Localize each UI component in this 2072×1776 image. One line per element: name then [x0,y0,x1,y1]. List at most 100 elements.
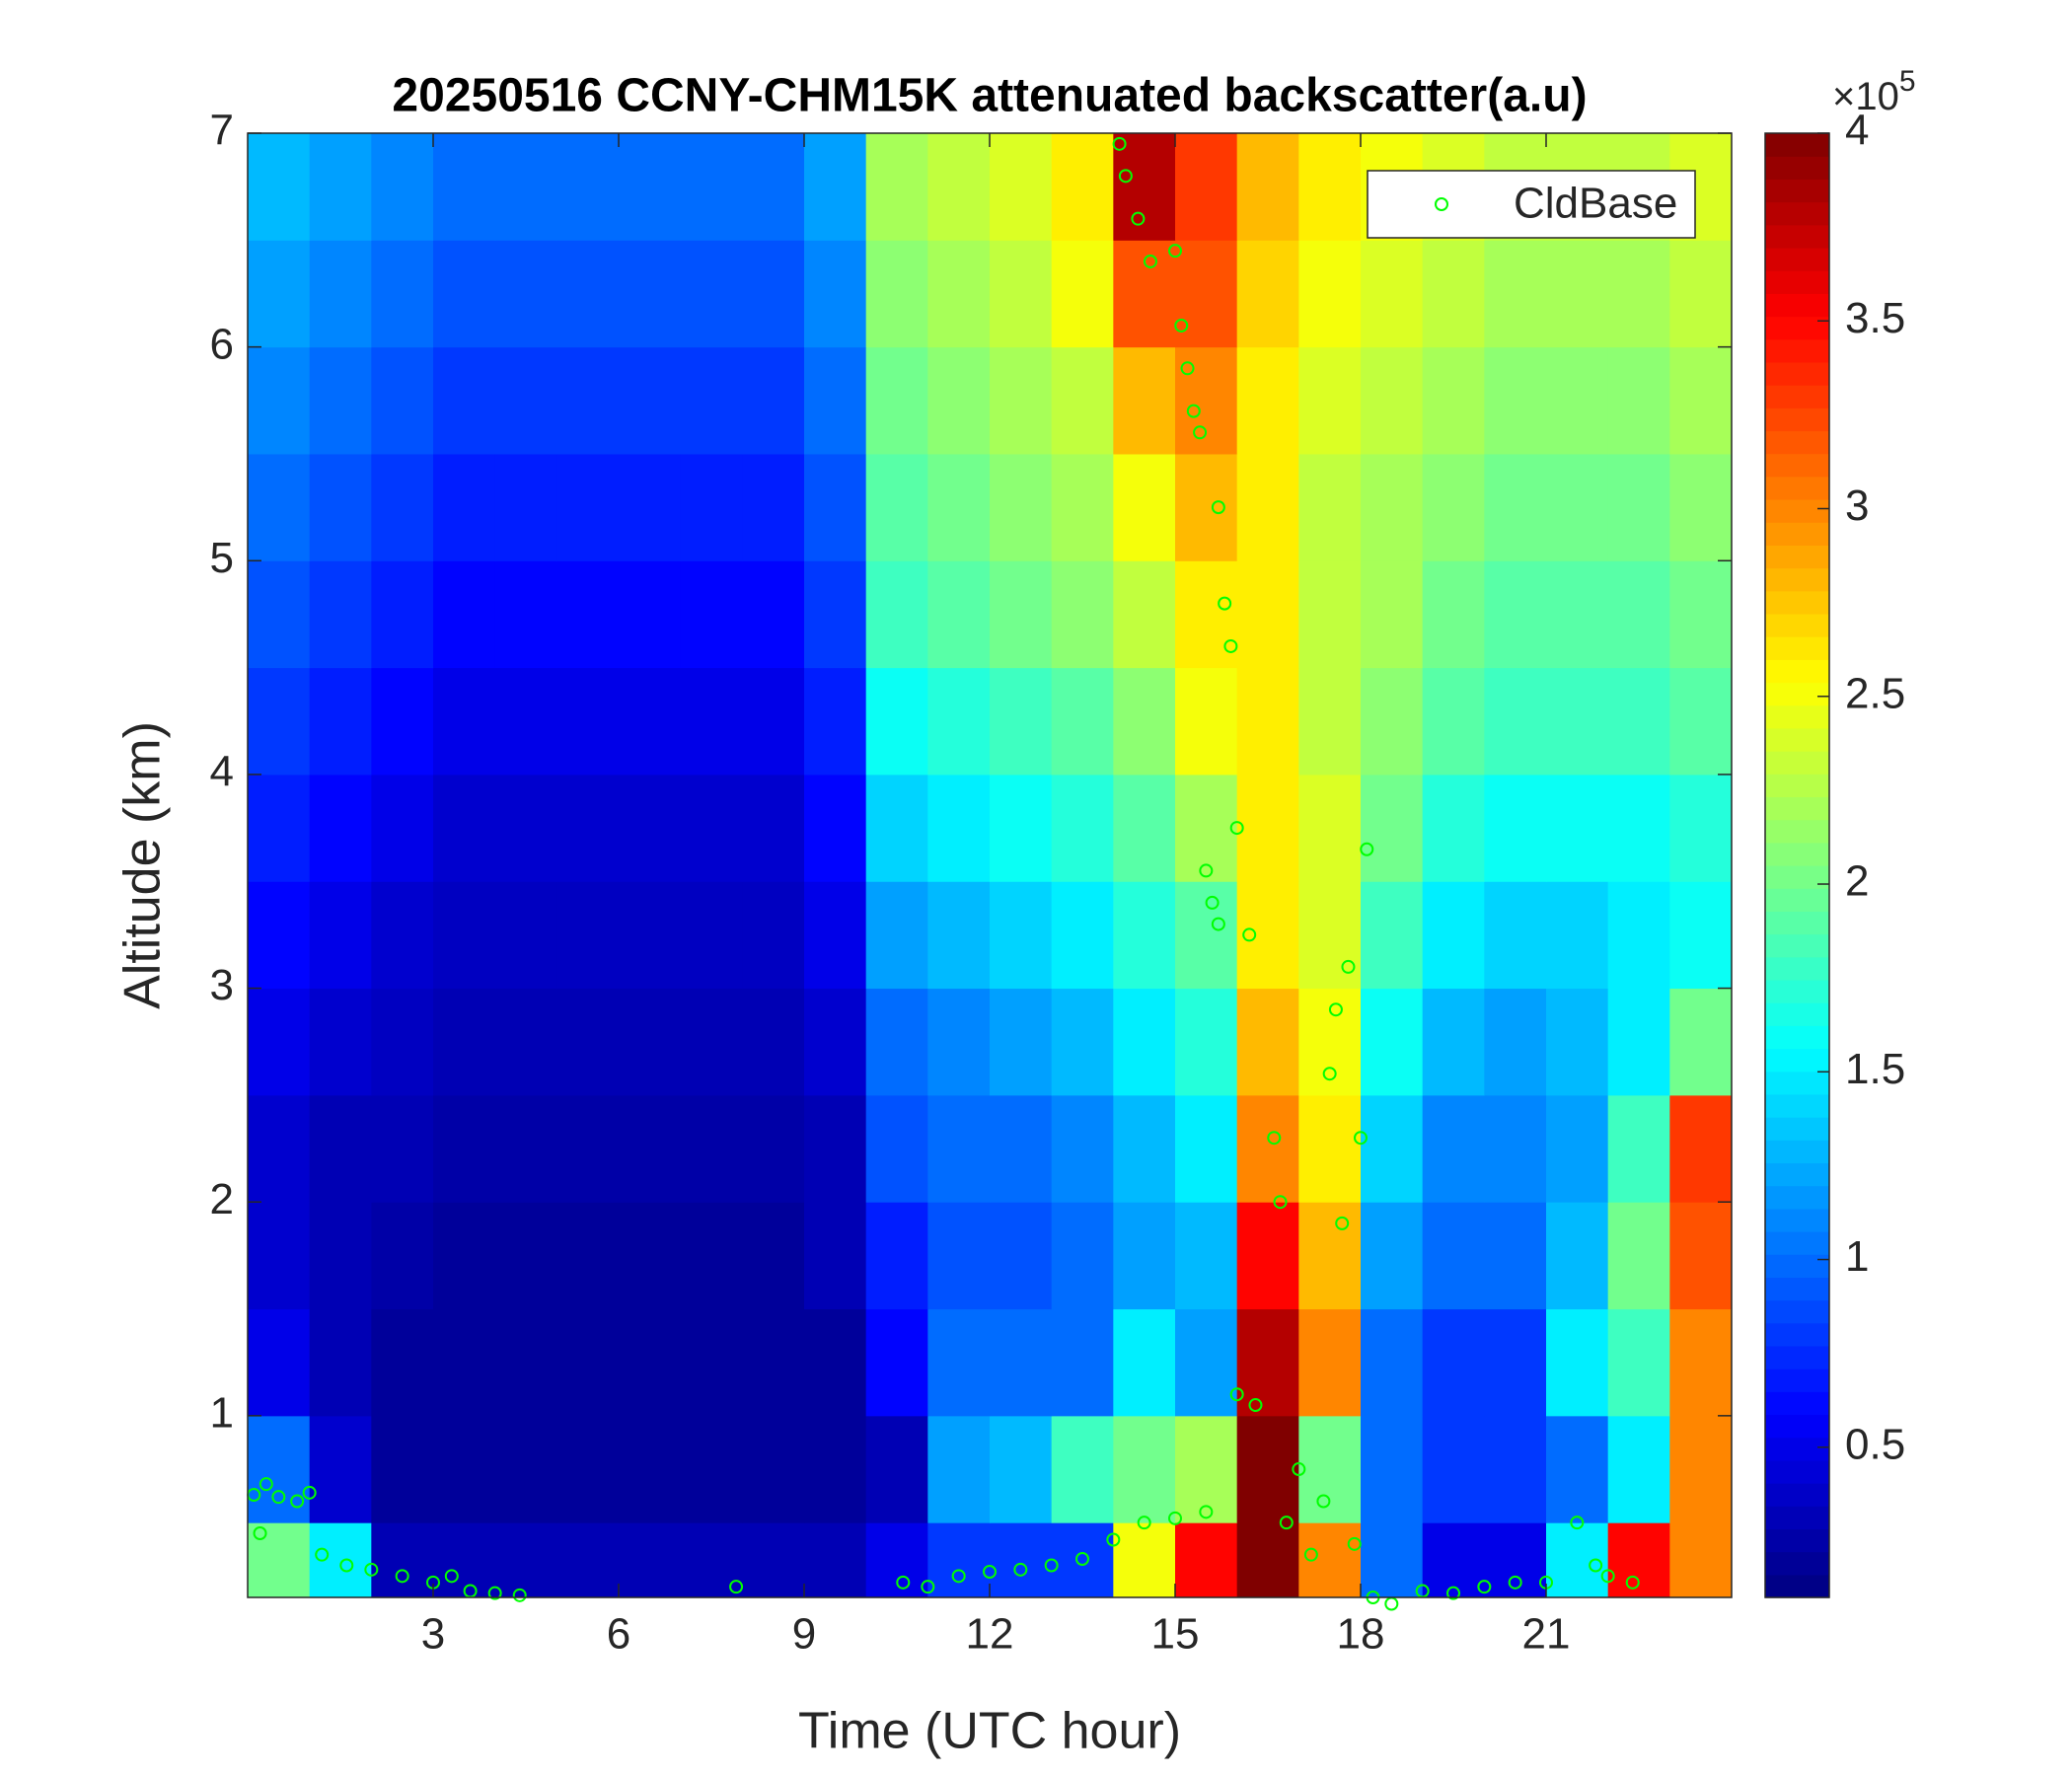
heatmap-cell [248,560,311,669]
heatmap-cell [1669,1094,1733,1203]
heatmap-cell [1051,1522,1114,1598]
cloud-base-point [315,1547,330,1562]
heatmap-cell [1669,881,1733,990]
heatmap-cell [680,346,743,455]
heatmap-cell [1484,240,1547,348]
cloud-base-point [896,1575,911,1590]
heatmap-cell [1422,667,1485,776]
heatmap-cell [680,1094,743,1203]
colorbar-swatch [1765,1002,1829,1026]
cloud-base-point [364,1562,379,1577]
heatmap-cell [1361,453,1424,561]
heatmap-cell [1607,988,1670,1096]
colorbar-swatch [1765,1140,1829,1164]
colorbar-swatch [1765,1459,1829,1484]
multiplier-base: ×10 [1832,75,1899,118]
heatmap-cell [309,453,372,561]
heatmap-cell [371,774,434,882]
y-tick-label: 1 [210,1388,234,1437]
heatmap-cell [680,881,743,990]
heatmap-cell [1607,1202,1670,1310]
heatmap-cell [927,1308,991,1417]
heatmap-cell [804,1522,867,1598]
heatmap-cell [619,560,682,669]
heatmap-cell [1546,453,1609,561]
heatmap-cell [927,560,991,669]
heatmap-cell [433,881,496,990]
heatmap-cell [990,346,1053,455]
heatmap-cell [556,774,620,882]
heatmap-cell [494,560,557,669]
cloud-base-point [1242,927,1257,942]
colorbar-swatch [1765,956,1829,981]
heatmap-cell [556,346,620,455]
heatmap-cell [1361,346,1424,455]
heatmap-cell [494,881,557,990]
heatmap-cell [371,881,434,990]
cloud-base-point [1168,1511,1182,1525]
cloud-base-point [1322,1067,1337,1081]
heatmap-cell [1298,881,1362,990]
heatmap-cell [804,881,867,990]
colorbar-swatch [1765,1345,1829,1369]
heatmap-cell [1607,453,1670,561]
heatmap-cell [1175,1522,1238,1598]
heatmap-cell [804,240,867,348]
heatmap-cell [433,133,496,241]
heatmap-cell [1607,774,1670,882]
heatmap-cell [990,1308,1053,1417]
y-tick-label: 5 [210,534,234,582]
heatmap-cell [865,346,928,455]
cloud-base-point [983,1565,997,1580]
heatmap-cell [1051,1415,1114,1523]
colorbar-swatch [1765,1208,1829,1232]
cloud-base-point [339,1558,354,1573]
heatmap-cell [1113,1308,1176,1417]
cloud-base-point [1446,1586,1460,1600]
heatmap-cell [371,1522,434,1598]
heatmap-cell [1607,346,1670,455]
colorbar-swatch [1765,293,1829,318]
heatmap-cell [1051,881,1114,990]
heatmap-cell [619,1522,682,1598]
colorbar-swatch [1765,201,1829,226]
heatmap-cell [1113,240,1176,348]
cloud-base-point [1570,1516,1585,1530]
heatmap-cell [1484,560,1547,669]
heatmap-cell [1051,1202,1114,1310]
colorbar-swatch [1765,476,1829,500]
cloud-base-point [1328,1002,1343,1017]
colorbar-swatch [1765,1277,1829,1301]
colorbar-swatch [1765,1048,1829,1073]
heatmap-cell [865,774,928,882]
heatmap-cell [865,1094,928,1203]
heatmap-cell [1113,667,1176,776]
heatmap-cell [1607,1522,1670,1598]
heatmap-cell [1361,667,1424,776]
colorbar-swatch [1765,1369,1829,1392]
cloud-base-point [1267,1131,1282,1146]
heatmap-cell [865,1202,928,1310]
heatmap-cell [433,1522,496,1598]
colorbar-swatch [1765,865,1829,889]
heatmap-cell [742,774,805,882]
heatmap-cell [433,774,496,882]
colorbar-swatch [1765,1025,1829,1050]
heatmap-cell [1484,988,1547,1096]
heatmap-cell [1546,1308,1609,1417]
heatmap-cell [1113,560,1176,669]
heatmap-cell [1236,881,1299,990]
heatmap-cell [1361,1522,1424,1598]
cloud-base-point [1137,1516,1151,1530]
heatmap-cell [248,1094,311,1203]
colorbar-swatch [1765,499,1829,523]
heatmap-cell [927,1415,991,1523]
colorbar-swatch [1765,247,1829,271]
heatmap-cell [248,881,311,990]
heatmap-cell [1546,346,1609,455]
heatmap-cell [1422,881,1485,990]
heatmap-cell [371,1094,434,1203]
colorbar-tick-label: 1.5 [1845,1045,1905,1093]
heatmap-cell [1546,240,1609,348]
